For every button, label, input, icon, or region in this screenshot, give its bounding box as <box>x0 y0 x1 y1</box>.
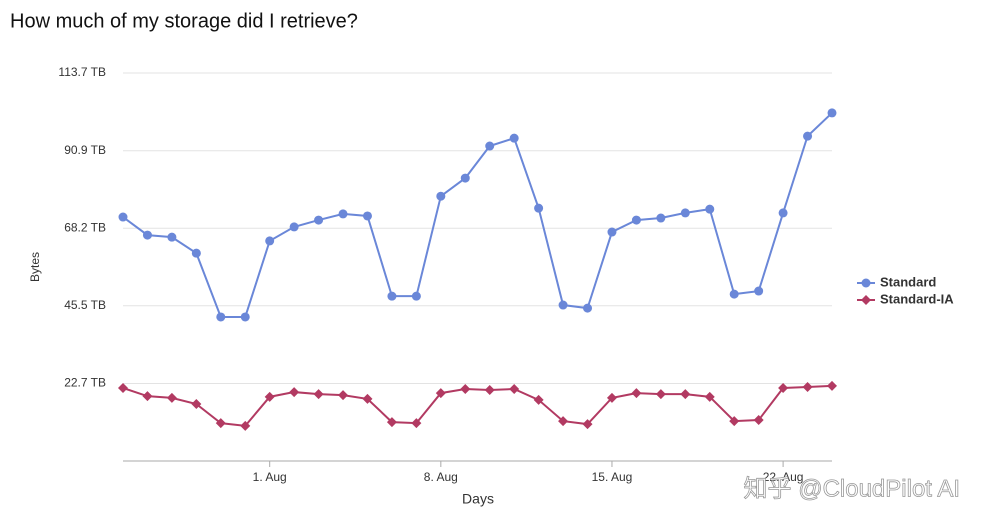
marker <box>167 232 177 242</box>
marker <box>191 248 201 258</box>
marker <box>827 380 837 391</box>
x-tick-label: 15. Aug <box>592 470 633 484</box>
marker <box>289 222 299 232</box>
marker <box>631 215 641 225</box>
marker <box>142 391 153 402</box>
marker <box>436 191 446 201</box>
marker <box>704 391 715 402</box>
marker <box>289 387 300 398</box>
x-tick-label: 22. Aug <box>763 470 804 484</box>
marker <box>558 300 568 310</box>
chart-title: How much of my storage did I retrieve? <box>10 10 358 32</box>
marker <box>655 389 666 400</box>
marker <box>680 208 690 218</box>
legend-marker <box>861 295 871 305</box>
marker <box>778 208 788 218</box>
marker <box>802 381 813 392</box>
legend-label: Standard <box>880 274 936 289</box>
marker <box>435 388 446 399</box>
marker <box>386 417 397 428</box>
marker <box>240 420 251 431</box>
marker <box>729 416 740 427</box>
marker <box>215 418 226 429</box>
marker <box>558 416 569 427</box>
marker <box>387 291 397 301</box>
marker <box>265 236 275 246</box>
marker <box>485 141 495 151</box>
y-tick-label: 68.2 TB <box>64 220 106 234</box>
marker <box>362 393 373 404</box>
marker <box>803 131 813 141</box>
marker <box>729 289 739 299</box>
marker <box>216 312 226 322</box>
x-axis-label: Days <box>462 491 494 507</box>
legend-marker <box>861 278 871 288</box>
x-tick-label: 1. Aug <box>253 470 287 484</box>
series-line <box>122 112 833 318</box>
marker <box>680 389 691 400</box>
y-tick-label: 22.7 TB <box>64 376 106 390</box>
marker <box>142 230 152 240</box>
marker <box>606 392 617 403</box>
marker <box>753 415 764 426</box>
x-tick-label: 8. Aug <box>424 470 458 484</box>
marker <box>631 388 642 399</box>
marker <box>166 392 177 403</box>
marker <box>509 383 520 394</box>
marker <box>656 213 666 223</box>
marker <box>264 391 275 402</box>
marker <box>411 418 422 429</box>
marker <box>240 312 250 322</box>
marker <box>338 209 348 219</box>
marker <box>118 212 128 222</box>
marker <box>191 399 202 410</box>
marker <box>607 227 617 237</box>
y-tick-label: 90.9 TB <box>64 143 106 157</box>
marker <box>533 394 544 405</box>
marker <box>460 173 470 183</box>
marker <box>118 382 128 393</box>
marker <box>460 383 471 394</box>
marker <box>338 390 349 401</box>
marker <box>362 211 372 221</box>
marker <box>705 204 715 214</box>
y-tick-label: 113.7 TB <box>58 65 106 79</box>
marker <box>827 108 837 118</box>
marker <box>314 215 324 225</box>
marker <box>484 385 495 396</box>
marker <box>754 286 764 296</box>
marker <box>411 291 421 301</box>
marker <box>313 389 324 400</box>
legend-label: Standard-IA <box>880 291 954 306</box>
marker <box>582 419 593 430</box>
marker <box>509 133 519 143</box>
watermark: 知乎 @CloudPilot AI <box>744 475 960 502</box>
y-axis-label: Bytes <box>28 252 42 282</box>
marker <box>778 382 789 393</box>
marker <box>583 303 593 313</box>
series-line <box>122 384 833 427</box>
y-tick-label: 45.5 TB <box>64 298 106 312</box>
marker <box>534 203 544 213</box>
